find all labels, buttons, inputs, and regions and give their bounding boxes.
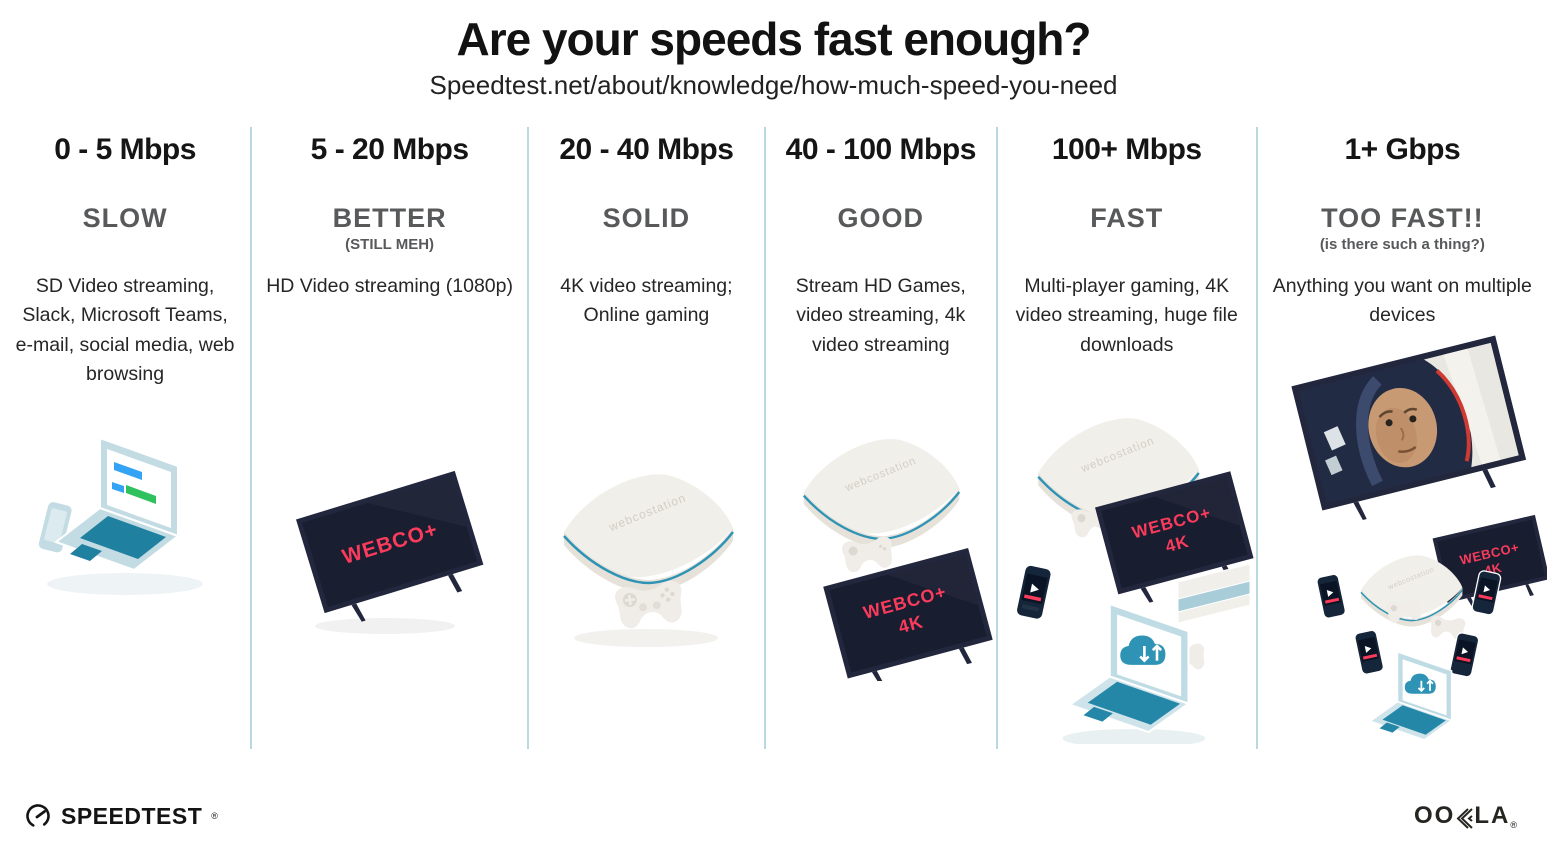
use-cases: Anything you want on multiple devices bbox=[1272, 275, 1532, 327]
astronaut-movie-frame bbox=[1298, 342, 1519, 504]
laptop-cloud-icon bbox=[1368, 650, 1453, 741]
speed-range: 1+ Gbps bbox=[1344, 133, 1461, 166]
phone-icon bbox=[36, 500, 74, 555]
page-title: Are your speeds fast enough? bbox=[456, 13, 1091, 65]
footer: SPEEDTEST ® OO LA ® bbox=[24, 802, 1519, 830]
use-cases: 4K video streaming; Online gaming bbox=[560, 275, 733, 327]
4k-tv-icon: WEBCO+ 4K bbox=[822, 547, 993, 681]
illustration-area: webcostation WEBCO+ 4K bbox=[1010, 392, 1254, 744]
laptop-chat-phone-icon bbox=[36, 436, 204, 595]
tier-label: TOO FAST!! bbox=[1321, 203, 1484, 233]
game-controller-icon bbox=[841, 536, 892, 573]
phone-video-icon bbox=[1315, 573, 1346, 619]
speedtest-logo: SPEEDTEST ® bbox=[24, 802, 218, 830]
hd-tv-icon: WEBCO+ bbox=[295, 470, 484, 634]
ookla-logo: OO LA ® bbox=[1414, 802, 1519, 830]
tier-note bbox=[12, 236, 238, 258]
illustration-area: webcostation bbox=[541, 430, 752, 760]
illustration-area: WEBCO+ bbox=[264, 438, 515, 768]
column-0-5-mbps: 0 - 5 Mbps SLOW SD Video streaming, Slac… bbox=[0, 127, 253, 749]
tier-label: GOOD bbox=[837, 203, 925, 233]
movie-tv-icon bbox=[1291, 335, 1526, 521]
game-controller-icon bbox=[1385, 598, 1421, 623]
column-5-20-mbps: 5 - 20 Mbps BETTER (STILL MEH) HD Video … bbox=[252, 127, 530, 749]
console-controller-icon: webcostation bbox=[563, 474, 735, 647]
illustration-area bbox=[12, 432, 238, 762]
everything-cluster-icon: WEBCO+ 4K webcostation bbox=[1291, 335, 1547, 741]
speed-columns: 0 - 5 Mbps SLOW SD Video streaming, Slac… bbox=[0, 127, 1547, 749]
tv-icon: WEBCO+ bbox=[295, 470, 484, 622]
speed-range: 40 - 100 Mbps bbox=[785, 133, 977, 166]
tier-note: (STILL MEH) bbox=[345, 236, 435, 253]
ookla-wordmark-right: LA bbox=[1474, 802, 1511, 829]
column-20-40-mbps: 20 - 40 Mbps SOLID 4K video streaming; O… bbox=[529, 127, 766, 749]
illustration-area: WEBCO+ 4K webcostation bbox=[1270, 334, 1547, 741]
phone-video-icon bbox=[1449, 632, 1479, 678]
speedtest-trademark: ® bbox=[211, 811, 218, 821]
small-4k-tv-icon: WEBCO+ 4K bbox=[1432, 514, 1547, 610]
speedtest-gauge-icon bbox=[26, 804, 50, 828]
speed-range: 0 - 5 Mbps bbox=[54, 133, 196, 166]
phone-video-icon bbox=[1471, 570, 1501, 616]
use-cases: HD Video streaming (1080p) bbox=[266, 275, 513, 297]
ookla-k-icon bbox=[1456, 808, 1474, 829]
illustration-area: webcostation WEBCO+ 4K bbox=[778, 406, 993, 736]
speed-range: 20 - 40 Mbps bbox=[559, 133, 734, 166]
ookla-trademark: ® bbox=[1510, 820, 1519, 830]
laptop-cloud-icon bbox=[1062, 602, 1206, 744]
speed-range: 100+ Mbps bbox=[1051, 133, 1202, 166]
speed-range: 5 - 20 Mbps bbox=[310, 133, 469, 166]
column-40-100-mbps: 40 - 100 Mbps GOOD Stream HD Games, vide… bbox=[766, 127, 998, 749]
tier-note: (is there such a thing?) bbox=[1319, 236, 1485, 253]
4k-tv-icon: WEBCO+ 4K bbox=[1094, 471, 1254, 603]
game-console-icon: webcostation bbox=[802, 438, 960, 549]
tier-note bbox=[778, 236, 984, 258]
tier-label: SLOW bbox=[82, 203, 168, 233]
page-subtitle: Speedtest.net/about/knowledge/how-much-s… bbox=[429, 70, 1118, 100]
column-100-plus-mbps: 100+ Mbps FAST Multi-player gaming, 4K v… bbox=[998, 127, 1258, 749]
game-controller-icon bbox=[615, 580, 682, 629]
console-tv-icon: webcostation WEBCO+ 4K bbox=[802, 438, 993, 681]
tier-note bbox=[1010, 236, 1244, 258]
tier-label: FAST bbox=[1090, 203, 1164, 233]
tier-label: SOLID bbox=[602, 203, 691, 233]
laptop-icon bbox=[54, 436, 181, 572]
ookla-wordmark-left: OO bbox=[1414, 802, 1456, 829]
game-controller-icon bbox=[1430, 615, 1466, 640]
ps-console-icon bbox=[1177, 563, 1251, 624]
phone-video-icon bbox=[1353, 629, 1384, 675]
header: Are your speeds fast enough? Speedtest.n… bbox=[0, 0, 1547, 101]
use-cases: Multi-player gaming, 4K video streaming,… bbox=[1015, 275, 1238, 356]
phone-video-icon bbox=[1015, 564, 1052, 621]
game-console-icon: webcostation bbox=[1360, 555, 1463, 627]
column-1-plus-gbps: 1+ Gbps TOO FAST!! (is there such a thin… bbox=[1258, 127, 1547, 749]
tier-note bbox=[541, 236, 752, 258]
use-cases: SD Video streaming, Slack, Microsoft Tea… bbox=[15, 275, 235, 385]
speedtest-wordmark: SPEEDTEST bbox=[61, 802, 203, 829]
game-console-icon: webcostation bbox=[563, 474, 735, 593]
multi-device-icon: webcostation WEBCO+ 4K bbox=[1015, 418, 1254, 744]
tier-label: BETTER bbox=[332, 203, 447, 233]
use-cases: Stream HD Games, video streaming, 4k vid… bbox=[795, 275, 966, 356]
